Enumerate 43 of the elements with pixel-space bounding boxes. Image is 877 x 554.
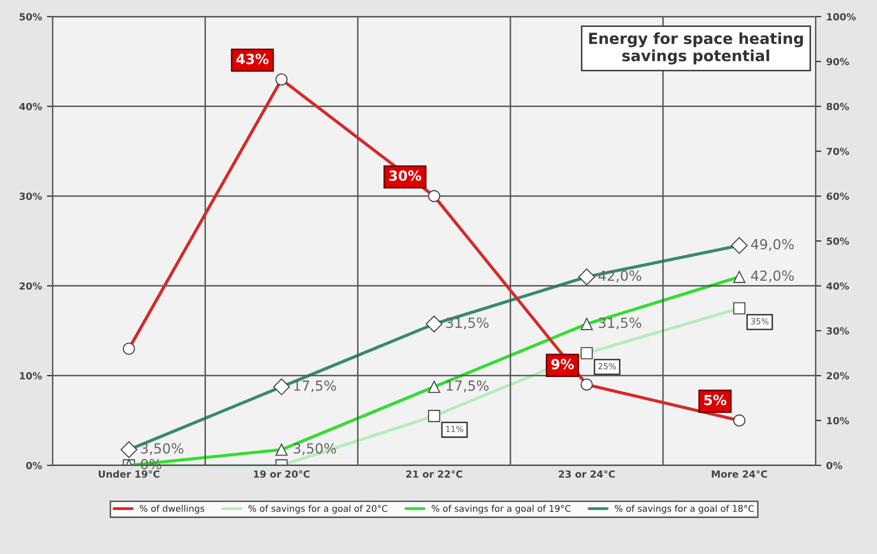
y2-tick-label: 30% — [826, 327, 849, 335]
y-tick-label: 0% — [26, 462, 42, 470]
y2-tick-label: 80% — [826, 102, 849, 110]
x-tick-label: 21 or 22°C — [406, 470, 462, 478]
legend-label: % of dwellings — [140, 504, 204, 514]
data-label: 17,5% — [446, 380, 489, 392]
x-tick-label: More 24°C — [712, 470, 768, 478]
y2-tick-label: 50% — [826, 237, 849, 245]
y-tick-label: 10% — [20, 372, 42, 380]
y2-tick-label: 0% — [826, 462, 842, 470]
data-label: 3,50% — [294, 443, 336, 456]
data-label: 42,0% — [598, 270, 642, 282]
x-tick-label: 19 or 20°C — [254, 470, 310, 478]
x-tick-label: Under 19°C — [98, 470, 160, 478]
y-tick-label: 50% — [20, 13, 42, 20]
legend-label: % of savings for a goal of 19°C — [432, 504, 571, 514]
y-tick-label: 30% — [20, 192, 42, 200]
y2-tick-label: 40% — [826, 282, 849, 290]
text: Energy for space heating savings potential — [589, 32, 803, 64]
y2-tick-label: 100% — [827, 13, 856, 20]
data-label: 3,50% — [141, 443, 184, 456]
y-tick-label: 20% — [20, 282, 42, 290]
legend-label: % of savings for a goal of 20°C — [248, 504, 388, 514]
y2-tick-label: 60% — [826, 192, 849, 200]
y2-tick-label: 10% — [827, 416, 849, 424]
y2-tick-label: 70% — [826, 148, 849, 156]
y2-tick-label: 20% — [826, 372, 849, 380]
data-label: 35% — [751, 318, 768, 324]
data-label: 31,5% — [446, 318, 489, 330]
data-label: 43% — [236, 54, 269, 64]
data-label: 25% — [598, 363, 616, 370]
data-label: 9% — [551, 358, 574, 370]
data-label: 49,0% — [751, 239, 794, 251]
y2-tick-label: 90% — [826, 58, 849, 66]
data-label: 17,5% — [294, 380, 336, 392]
x-tick-label: 23 or 24°C — [558, 470, 615, 478]
data-label: 31,5% — [598, 318, 642, 330]
data-label: 5% — [704, 394, 726, 406]
data-label: 42,0% — [751, 270, 794, 282]
y-tick-label: 40% — [19, 102, 42, 110]
data-label: 11% — [446, 426, 464, 432]
legend-label: % of savings for a goal of 18°C — [614, 504, 754, 514]
data-label: 30% — [389, 170, 422, 181]
